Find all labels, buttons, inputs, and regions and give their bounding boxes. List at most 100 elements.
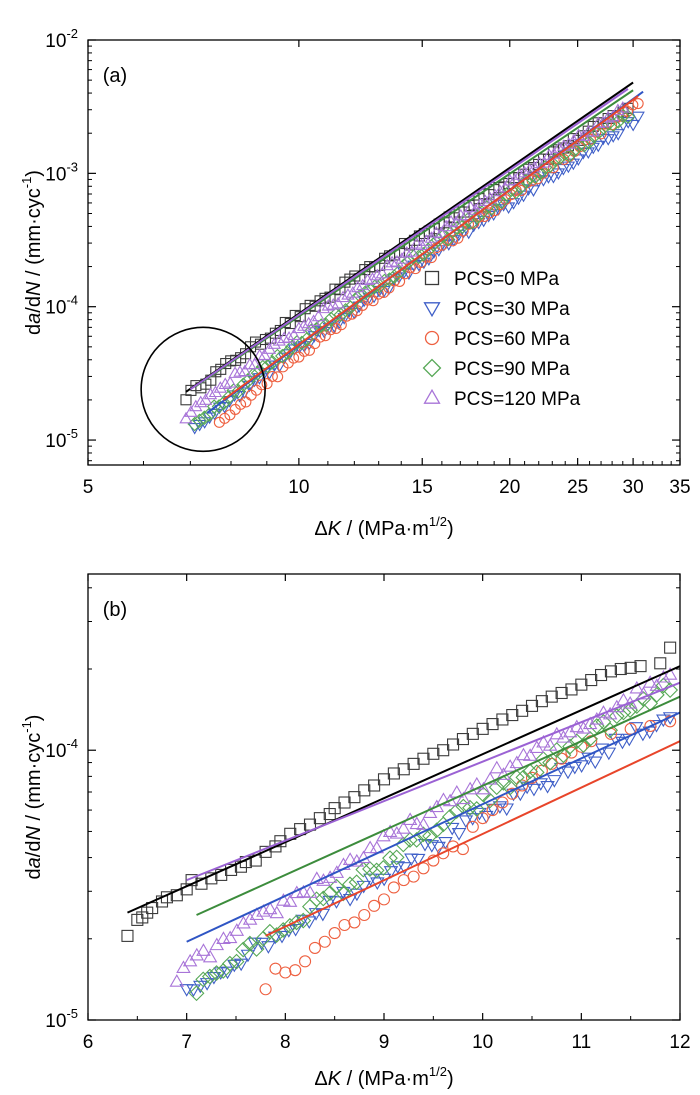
data-point (382, 824, 398, 838)
data-point (602, 722, 619, 739)
data-point (535, 695, 548, 708)
data-point (221, 390, 237, 405)
data-point (442, 239, 456, 251)
highlight-circle (140, 326, 266, 453)
data-point (427, 747, 440, 760)
series-pcs-60-mpa (259, 715, 677, 996)
data-point (255, 930, 272, 947)
data-point (333, 307, 349, 323)
data-point (622, 695, 638, 709)
data-point (342, 852, 358, 865)
data-point (189, 947, 205, 961)
data-point (414, 238, 429, 251)
data-point (525, 699, 539, 712)
data-point (435, 228, 451, 244)
data-point (365, 272, 380, 284)
data-point (649, 678, 665, 691)
data-point (194, 395, 208, 408)
data-point (209, 937, 225, 951)
fit-line (186, 711, 680, 943)
x-tick-label: 10 (288, 477, 309, 498)
data-point (522, 162, 537, 175)
data-point (336, 290, 350, 303)
data-point (458, 815, 474, 829)
data-point (272, 361, 287, 373)
data-point (402, 832, 418, 848)
data-point (595, 128, 607, 140)
data-point (462, 781, 478, 795)
data-point (602, 706, 618, 720)
data-point (272, 371, 284, 383)
series-pcs-30-mpa (179, 712, 678, 998)
data-point (261, 378, 273, 390)
x-tick-label: 7 (181, 1032, 192, 1053)
data-point (624, 661, 637, 674)
data-point (199, 978, 215, 991)
data-point (297, 319, 311, 331)
data-point (362, 282, 378, 298)
y-tick-label: 10-4 (45, 736, 78, 762)
data-point (362, 840, 378, 854)
data-point (295, 912, 312, 929)
data-point (576, 720, 591, 734)
x-tick-label: 15 (412, 477, 433, 498)
plot-frame (87, 39, 681, 466)
data-point (256, 379, 268, 391)
data-point (476, 722, 489, 735)
data-point (390, 254, 404, 267)
data-point (282, 894, 298, 907)
data-point (236, 915, 251, 929)
data-point (522, 763, 538, 780)
data-point (237, 387, 252, 400)
data-point (261, 941, 276, 954)
data-point (416, 247, 431, 262)
x-tick-label: 8 (280, 1032, 291, 1053)
legend-marker (423, 388, 441, 404)
data-point (335, 319, 347, 331)
data-point (315, 890, 332, 907)
data-point (187, 423, 202, 435)
data-point (448, 803, 465, 819)
data-point (179, 411, 193, 424)
data-point (632, 97, 644, 110)
data-point (337, 313, 351, 325)
data-point (269, 905, 285, 919)
data-point (442, 793, 458, 807)
y-axis-label: da/dN / (mm·cyc-1) (19, 170, 45, 335)
data-point (468, 801, 485, 817)
data-point (568, 733, 585, 750)
data-point (206, 971, 222, 985)
data-point (591, 140, 605, 153)
data-point (235, 398, 247, 410)
data-point (547, 775, 562, 788)
data-point (301, 316, 316, 329)
legend-label: PCS=0 MPa (454, 269, 560, 290)
data-point (486, 718, 499, 731)
data-point (404, 853, 419, 867)
data-point (262, 368, 277, 380)
panel-label: (b) (103, 599, 127, 621)
data-point (341, 287, 355, 300)
plot-area (121, 641, 680, 1002)
data-point (383, 866, 399, 879)
data-point (410, 853, 426, 867)
x-tick-label: 35 (669, 477, 690, 498)
data-point (434, 226, 448, 239)
data-point (131, 913, 144, 926)
data-point (348, 791, 361, 804)
data-point (555, 686, 568, 700)
data-point (478, 194, 493, 206)
data-point (476, 781, 491, 795)
data-point (463, 200, 478, 213)
data-point (476, 812, 489, 825)
data-point (284, 339, 300, 355)
data-point (533, 778, 549, 791)
data-point (610, 114, 626, 129)
data-point (601, 134, 615, 146)
data-point (322, 885, 338, 902)
plot-frame (87, 573, 681, 1021)
x-tick-label: 30 (623, 477, 644, 498)
data-point (266, 370, 278, 382)
data-point (358, 908, 371, 922)
data-point (396, 821, 411, 834)
